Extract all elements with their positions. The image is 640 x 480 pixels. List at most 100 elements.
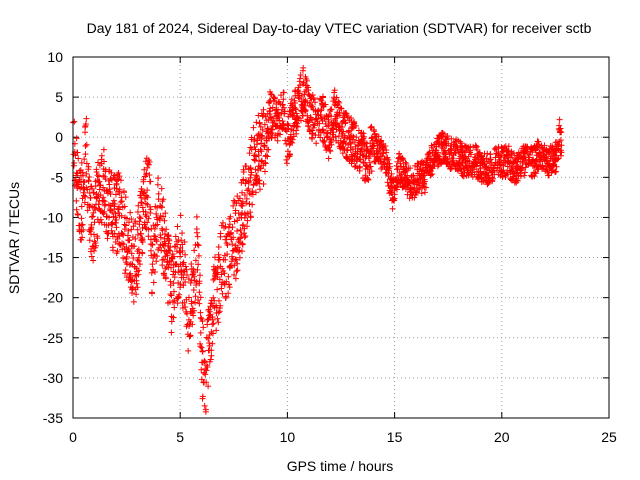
data-point [213, 327, 220, 334]
data-point [192, 299, 199, 306]
data-point [210, 294, 217, 301]
data-point [247, 164, 254, 171]
data-point [115, 209, 122, 216]
data-point [83, 160, 90, 167]
data-point [366, 164, 373, 171]
data-point [243, 195, 250, 202]
data-point [335, 123, 342, 130]
data-point [149, 241, 156, 248]
data-point [198, 344, 205, 351]
data-point [339, 123, 346, 130]
data-point [167, 291, 174, 298]
data-point [92, 239, 99, 246]
data-point [167, 282, 174, 289]
data-point [505, 143, 512, 150]
data-point [317, 134, 324, 141]
data-point [557, 125, 564, 132]
data-point [73, 197, 80, 204]
data-point [119, 230, 126, 237]
data-point [203, 379, 210, 386]
data-point [244, 223, 251, 230]
data-point [238, 248, 245, 255]
data-point [163, 226, 170, 233]
data-point [81, 179, 88, 186]
data-point [243, 200, 250, 207]
data-point [222, 236, 229, 243]
data-point [172, 233, 179, 240]
data-point [556, 116, 563, 123]
data-point [179, 230, 186, 237]
data-point [138, 185, 145, 192]
data-point [236, 195, 243, 202]
data-point [487, 151, 494, 158]
data-point [488, 160, 495, 167]
data-point [336, 112, 343, 119]
data-point [130, 223, 137, 230]
data-point [262, 160, 269, 167]
data-point [231, 218, 238, 225]
data-point [250, 181, 257, 188]
data-point [181, 299, 188, 306]
data-point [83, 115, 90, 122]
data-point [122, 194, 129, 201]
data-point [195, 252, 202, 259]
data-point [210, 330, 217, 337]
data-point [216, 308, 223, 315]
data-point [109, 209, 116, 216]
data-point [483, 155, 490, 162]
data-point [336, 99, 343, 106]
data-point [364, 175, 371, 182]
data-point [323, 134, 330, 141]
data-point [255, 112, 262, 119]
data-point [116, 173, 123, 180]
data-point [379, 143, 386, 150]
data-point [224, 251, 231, 258]
data-point [402, 159, 409, 166]
data-point [200, 324, 207, 331]
data-point [160, 256, 167, 263]
data-point [319, 94, 326, 101]
data-point [168, 329, 175, 336]
x-tick-label: 10 [280, 429, 296, 445]
data-point [196, 278, 203, 285]
data-point [115, 176, 122, 183]
data-point [507, 154, 514, 161]
data-point [82, 122, 89, 129]
data-point [259, 126, 266, 133]
data-point [187, 332, 194, 339]
data-point [215, 251, 222, 258]
data-point [335, 98, 342, 105]
data-point [271, 94, 278, 101]
data-point [300, 64, 307, 71]
data-point [132, 272, 139, 279]
data-point [95, 173, 102, 180]
data-point [169, 299, 176, 306]
data-point [356, 156, 363, 163]
data-point [245, 179, 252, 186]
data-point [292, 100, 299, 107]
data-point [368, 123, 375, 130]
data-point [160, 196, 167, 203]
data-point [131, 243, 138, 250]
data-point [174, 223, 181, 230]
data-point [406, 195, 413, 202]
data-point [410, 172, 417, 179]
x-tick-label: 0 [69, 429, 77, 445]
data-point [368, 135, 375, 142]
data-point [260, 106, 267, 113]
data-point [86, 174, 93, 181]
data-point [118, 177, 125, 184]
data-point [231, 271, 238, 278]
data-point [121, 203, 128, 210]
data-point [199, 393, 206, 400]
data-point [120, 241, 127, 248]
data-point [247, 209, 254, 216]
data-point [522, 157, 529, 164]
data-point [448, 135, 455, 142]
data-point [94, 172, 101, 179]
data-point [207, 356, 214, 363]
data-point [259, 133, 266, 140]
data-point [117, 241, 124, 248]
data-point [540, 164, 547, 171]
data-point [82, 193, 89, 200]
